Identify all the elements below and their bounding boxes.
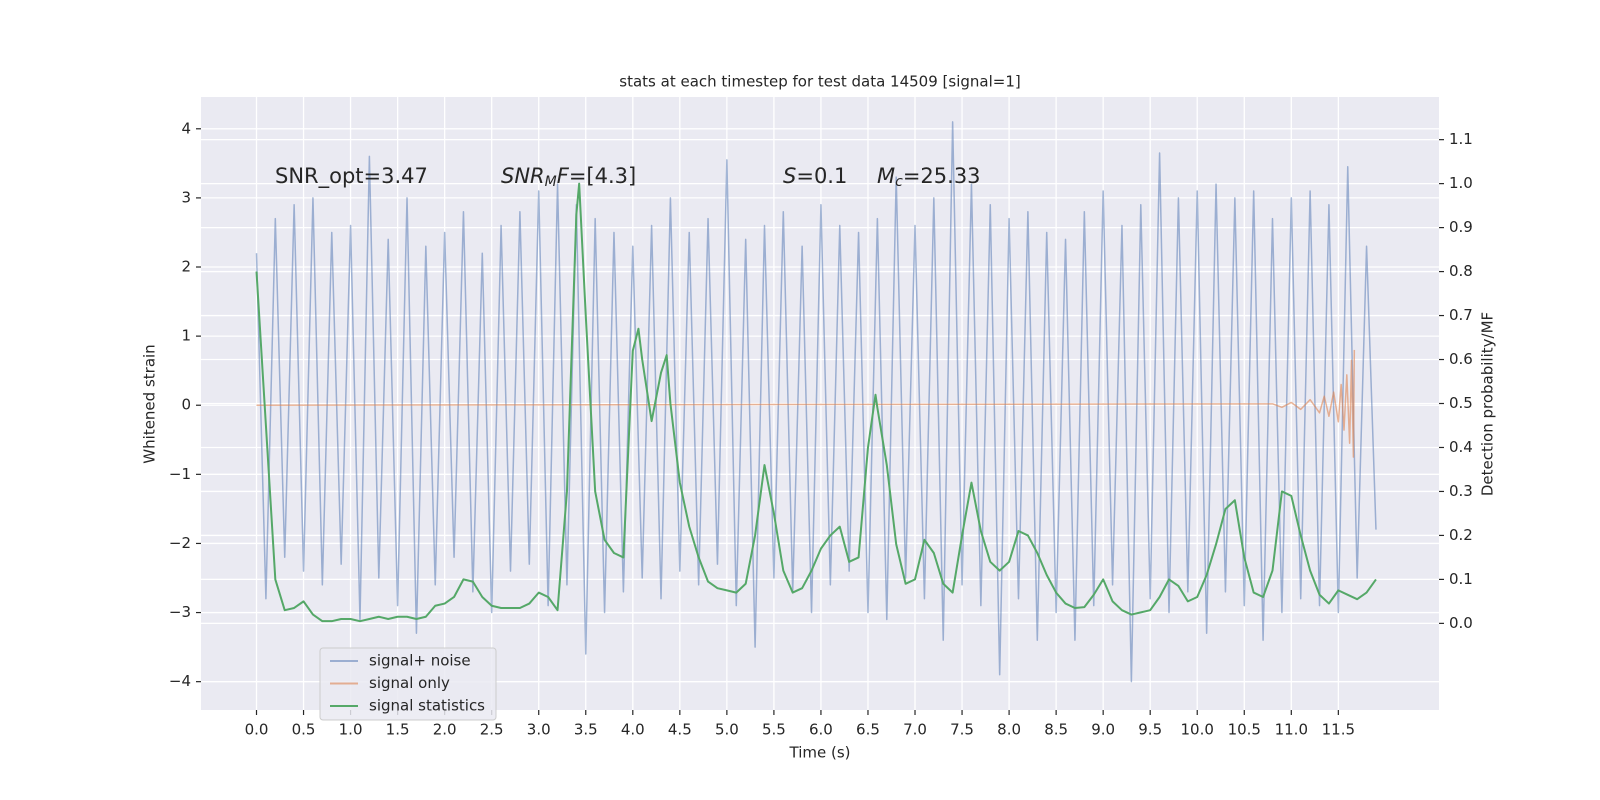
- y2-tick-label: 1.1: [1449, 130, 1473, 148]
- x-tick-label: 5.0: [715, 721, 739, 739]
- x-tick-label: 7.5: [950, 721, 974, 739]
- y2-tick-label: 0.0: [1449, 614, 1473, 632]
- y2-tick-label: 0.6: [1449, 350, 1473, 368]
- y-tick-label: −1: [169, 465, 191, 483]
- x-tick-label: 7.0: [903, 721, 927, 739]
- y-tick-label: −2: [169, 534, 191, 552]
- y-tick-label: 0: [181, 396, 191, 414]
- x-tick-label: 10.5: [1228, 721, 1261, 739]
- y2-tick-label: 0.8: [1449, 262, 1473, 280]
- annotation-part: SNR: [501, 164, 545, 188]
- annotation: SNR_opt=3.47: [275, 164, 428, 189]
- annotation-part: SNR_opt=3.47: [275, 164, 428, 189]
- x-tick-label: 6.5: [856, 721, 880, 739]
- annotation-part: =25.33: [903, 164, 981, 188]
- annotation-part: M: [877, 164, 895, 188]
- x-tick-label: 9.0: [1091, 721, 1115, 739]
- y2-tick-label: 1.0: [1449, 174, 1473, 192]
- x-tick-label: 3.5: [574, 721, 598, 739]
- annotation-part: M: [545, 174, 557, 190]
- x-tick-label: 6.0: [809, 721, 833, 739]
- annotation-part: c: [895, 174, 903, 190]
- annotation-part: S: [783, 164, 796, 188]
- x-tick-label: 8.0: [997, 721, 1021, 739]
- x-axis-label: Time (s): [789, 744, 851, 762]
- x-tick-label: 8.5: [1044, 721, 1068, 739]
- y2-tick-label: 0.4: [1449, 438, 1473, 456]
- x-tick-label: 1.5: [386, 721, 410, 739]
- x-tick-label: 2.5: [480, 721, 504, 739]
- y-tick-label: 3: [181, 188, 191, 206]
- y-axis-label: Whitened strain: [141, 344, 159, 463]
- y2-tick-label: 0.5: [1449, 394, 1473, 412]
- y2-axis-label: Detection probability/MF: [1479, 312, 1497, 496]
- legend-box: [319, 647, 497, 721]
- x-tick-label: 0.0: [245, 721, 269, 739]
- series-line: [255, 121, 1377, 683]
- x-tick-label: 11.0: [1275, 721, 1308, 739]
- annotation-part: F: [557, 164, 570, 188]
- x-tick-label: 10.0: [1181, 721, 1214, 739]
- x-tick-label: 4.5: [668, 721, 692, 739]
- x-tick-label: 11.5: [1322, 721, 1355, 739]
- annotation: S=0.1: [783, 164, 847, 188]
- y2-tick-label: 0.2: [1449, 526, 1473, 544]
- x-tick-label: 5.5: [762, 721, 786, 739]
- annotation-part: =[4.3]: [569, 164, 636, 188]
- legend-label: signal statistics: [369, 697, 485, 715]
- y2-tick-label: 0.9: [1449, 218, 1473, 236]
- annotation-part: =0.1: [796, 164, 847, 188]
- series-line: [255, 182, 1377, 623]
- y2-tick-label: 0.7: [1449, 306, 1473, 324]
- annotation: SNRMF=[4.3]: [501, 164, 636, 190]
- chart-title: stats at each timestep for test data 145…: [619, 73, 1020, 91]
- x-tick-label: 9.5: [1138, 721, 1162, 739]
- y-tick-label: 1: [181, 327, 191, 345]
- y2-tick-label: 0.3: [1449, 482, 1473, 500]
- x-tick-label: 4.0: [621, 721, 645, 739]
- legend-label: signal+ noise: [369, 652, 471, 670]
- x-tick-label: 0.5: [292, 721, 316, 739]
- y-tick-label: 2: [181, 258, 191, 276]
- x-tick-label: 2.0: [433, 721, 457, 739]
- x-tick-label: 1.0: [339, 721, 363, 739]
- y-tick-label: 4: [181, 119, 191, 137]
- y2-tick-label: 0.1: [1449, 570, 1473, 588]
- annotation: Mc=25.33: [877, 164, 981, 190]
- y-tick-label: −4: [169, 672, 191, 690]
- series-line: [256, 349, 1356, 458]
- x-tick-label: 3.0: [527, 721, 551, 739]
- legend: signal+ noise signal only signal statistic…: [319, 647, 497, 721]
- legend-label: signal only: [369, 674, 450, 692]
- y-tick-label: −3: [169, 603, 191, 621]
